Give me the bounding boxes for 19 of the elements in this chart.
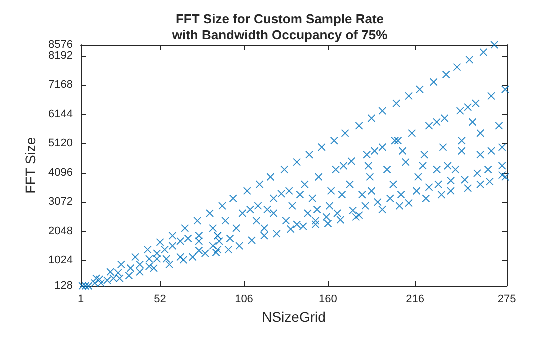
x-tick-label: 1 <box>78 294 84 306</box>
y-tick-label: 8192 <box>48 50 73 62</box>
x-tick-label: 160 <box>319 294 338 306</box>
x-tick-label: 106 <box>235 294 254 306</box>
y-tick-label: 4096 <box>48 166 73 179</box>
y-tick-label: 7168 <box>48 79 73 92</box>
y-tick-label: 128 <box>54 280 73 292</box>
x-tick-label: 216 <box>406 294 424 306</box>
chart-title: FFT Size for Custom Sample Rate with Bandwidth Occupancy of 75% <box>171 12 388 42</box>
x-tick-label: 52 <box>154 294 166 306</box>
y-tick-label: 1024 <box>48 254 73 267</box>
x-axis-title: NSizeGrid <box>262 309 326 325</box>
y-tick-label: 5120 <box>48 138 73 150</box>
y-axis-title: FFT Size <box>22 137 39 194</box>
x-tick-label: 275 <box>498 294 516 306</box>
y-tick-label: 6144 <box>48 108 73 120</box>
y-tick-label: 2048 <box>48 225 73 238</box>
y-tick-label: 3072 <box>48 196 73 208</box>
y-tick-label: 8576 <box>48 39 73 51</box>
